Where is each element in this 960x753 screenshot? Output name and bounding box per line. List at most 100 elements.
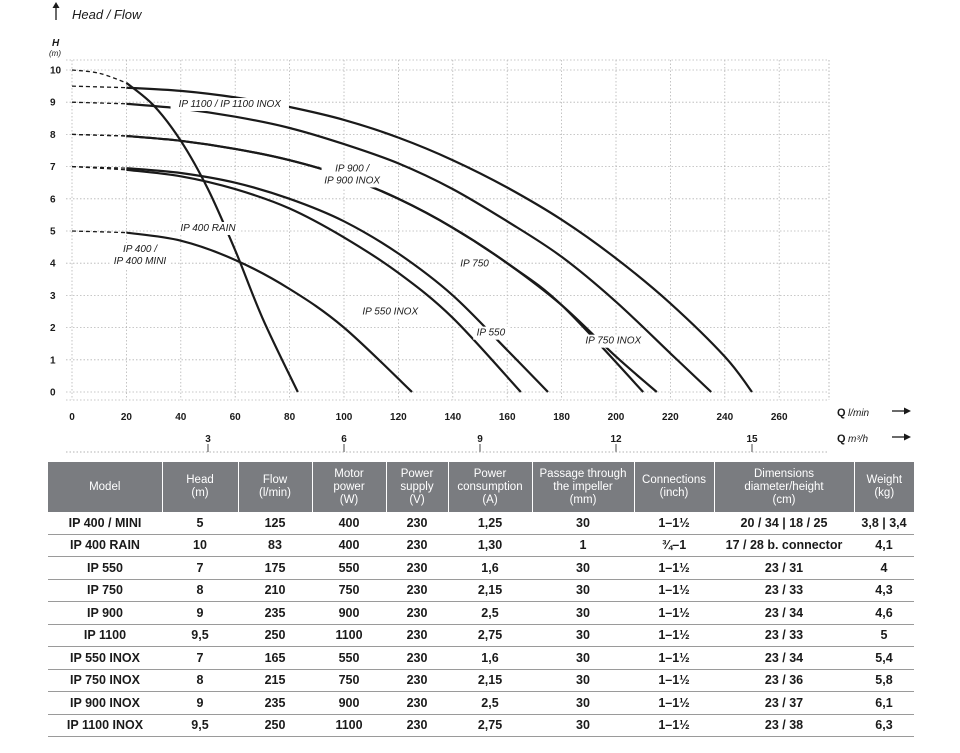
table-cell: 2,15 <box>448 669 532 692</box>
table-cell: 3,8 | 3,4 <box>854 512 914 535</box>
y-tick-label: 4 <box>50 259 56 270</box>
table-body: IP 400 / MINI 5 125 400 230 1,25 30 1–1½ 20 / 34… <box>48 512 914 737</box>
curve-ip-550-inox <box>126 168 522 393</box>
table-cell: 9 <box>162 601 238 625</box>
x-axis-arrowhead-icon <box>904 407 911 415</box>
table-cell: 230 <box>386 556 448 580</box>
table-cell: 30 <box>532 691 634 715</box>
table-cell: 30 <box>532 624 634 647</box>
curve-dashed-ip-750-inox <box>71 133 127 137</box>
pump-spec-table: Model Head (m) Flow (l/min) Motor power (W) Powe… <box>48 462 914 737</box>
curve-label-ip-550: IP 550 <box>473 326 509 340</box>
x-axis-label: Q <box>837 407 846 419</box>
curve-label-ip-400-mini: IP 400 /IP 400 MINI <box>109 242 171 268</box>
table-cell: 1–1½ <box>634 601 714 625</box>
table-cell: 400 <box>312 534 386 557</box>
curve-label-ip-750: IP 750 <box>456 257 493 271</box>
y-tick-label: 1 <box>50 355 56 366</box>
curve-label-bg <box>177 222 239 235</box>
x-tick-label: 20 <box>121 412 133 423</box>
table-cell: 230 <box>386 512 448 535</box>
table-cell: IP 900 <box>48 601 162 625</box>
table-cell: 2,5 <box>448 601 532 625</box>
curve-label-text: IP 550 INOX <box>362 307 418 318</box>
table-cell: 4,1 <box>854 534 914 557</box>
table-cell: 175 <box>238 556 312 580</box>
table-cell: IP 1100 INOX <box>48 714 162 737</box>
table-cell: ¾–1 <box>634 534 714 557</box>
curve-dashed-ip-400-rain <box>71 69 127 84</box>
curve-label-text: IP 750 <box>460 258 489 269</box>
table-cell: 1,6 <box>448 646 532 670</box>
curve-label-ip-550-inox: IP 550 INOX <box>359 305 421 319</box>
table-cell: 23 / 33 <box>714 579 854 602</box>
curve-dashed-ip-550-inox <box>71 165 127 171</box>
table-cell: 23 / 38 <box>714 714 854 737</box>
x2-tick-label: 15 <box>746 434 758 445</box>
table-cell: 2,75 <box>448 624 532 647</box>
y-tick-label: 2 <box>50 323 56 334</box>
curve-label-text: IP 900 / <box>335 163 370 174</box>
table-cell: 230 <box>386 669 448 692</box>
y-axis-unit: (m) <box>49 49 61 58</box>
curve-label-text: IP 900 INOX <box>324 175 380 186</box>
curve-label-bg <box>473 326 509 340</box>
table-cell: 900 <box>312 691 386 715</box>
chart-curve-labels: IP 400 RAIN IP 400 /IP 400 MINI IP 550 IP 5… <box>109 98 644 348</box>
table-cell: 7 <box>162 556 238 580</box>
table-row: IP 900 9 235 900 230 2,5 30 1–1½ 23 / 34 4,6 <box>48 601 914 625</box>
table-row: IP 550 7 175 550 230 1,6 30 1–1½ 23 / 31 4 <box>48 556 914 580</box>
curve-label-bg <box>321 162 383 188</box>
table-cell: 230 <box>386 691 448 715</box>
curve-label-text: IP 550 <box>477 328 506 339</box>
table-cell: 23 / 37 <box>714 691 854 715</box>
table-cell: 2,5 <box>448 691 532 715</box>
x-axis-unit: l/min <box>848 408 870 419</box>
y-tick-label: 6 <box>50 194 56 205</box>
table-header-cell: Connections (inch) <box>633 462 714 512</box>
table-cell: 250 <box>238 714 312 737</box>
curve-label-ip-900: IP 900 /IP 900 INOX <box>321 162 383 188</box>
x2-tick-label: 3 <box>205 434 211 445</box>
table-cell: 2,15 <box>448 579 532 602</box>
x2-tick-label: 9 <box>477 434 483 445</box>
table-cell: IP 900 INOX <box>48 691 162 715</box>
table-header-cell: Power supply (V) <box>385 462 448 512</box>
table-cell: 550 <box>312 646 386 670</box>
chart-grid <box>66 59 830 401</box>
table-cell: 230 <box>386 624 448 647</box>
table-row: IP 400 / MINI 5 125 400 230 1,25 30 1–1½ 20 / 34… <box>48 512 914 535</box>
curve-label-text: IP 400 / <box>123 244 158 255</box>
table-cell: 2,75 <box>448 714 532 737</box>
curve-label-bg <box>359 305 421 319</box>
x-tick-label: 220 <box>662 412 679 423</box>
table-row: IP 550 INOX 7 165 550 230 1,6 30 1–1½ 23 / 34 5,4 <box>48 646 914 670</box>
x2-axis-unit: m³/h <box>848 434 868 445</box>
curve-label-ip-750-inox: IP 750 INOX <box>582 334 644 348</box>
table-cell: 23 / 33 <box>714 624 854 647</box>
x-tick-label: 160 <box>499 412 516 423</box>
x-tick-label: 40 <box>175 412 187 423</box>
table-cell: 17 / 28 b. connector <box>714 534 854 557</box>
table-cell: 30 <box>532 646 634 670</box>
y-axis-label: H <box>52 38 60 49</box>
table-cell: 235 <box>238 601 312 625</box>
y-tick-label: 10 <box>50 66 62 77</box>
y-tick-label: 8 <box>50 130 56 141</box>
table-cell: IP 550 INOX <box>48 646 162 670</box>
table-cell: 20 / 34 | 18 / 25 <box>714 512 854 535</box>
x2-axis-arrowhead-icon <box>904 433 911 441</box>
x-tick-label: 80 <box>284 412 296 423</box>
table-header-cell: Flow (l/min) <box>237 462 312 512</box>
y-tick-label: 3 <box>50 291 56 302</box>
table-row: IP 750 8 210 750 230 2,15 30 1–1½ 23 / 33 4,3 <box>48 579 914 602</box>
table-header-cell: Passage through the impeller (mm) <box>531 462 634 512</box>
table-cell: 230 <box>386 534 448 557</box>
table-row: IP 900 INOX 9 235 900 230 2,5 30 1–1½ 23 / 37 6,1 <box>48 691 914 715</box>
table-cell: 5 <box>854 624 914 647</box>
table-cell: 7 <box>162 646 238 670</box>
table-cell: 1–1½ <box>634 624 714 647</box>
table-cell: 23 / 34 <box>714 601 854 625</box>
table-header-cell: Power consumption (A) <box>447 462 532 512</box>
x2-tick-label: 6 <box>341 434 347 445</box>
